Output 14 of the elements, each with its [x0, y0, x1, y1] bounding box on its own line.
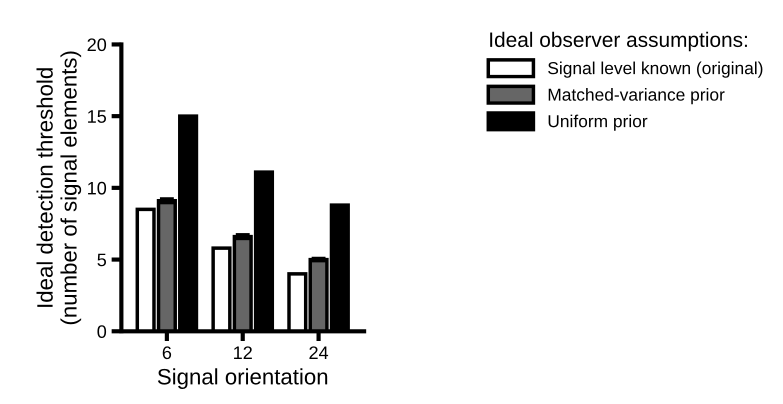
y-tick-label: 15: [88, 110, 106, 123]
y-tick-label: 0: [97, 325, 106, 338]
legend-label: Signal level known (original): [548, 62, 762, 78]
y-tick-label: 10: [88, 182, 106, 195]
y-tick-label: 5: [97, 254, 106, 266]
legend-title: Ideal observer assumptions:: [490, 32, 747, 52]
x-tick-label: 6: [162, 346, 172, 360]
x-tick-label: 24: [309, 346, 328, 359]
x-tick-label: 12: [234, 346, 252, 359]
x-axis-title: Signal orientation: [158, 368, 328, 389]
y-tick-label: 20: [88, 38, 106, 52]
legend-label: Matched-variance prior: [548, 88, 725, 104]
y-axis-title: Ideal detection threshold (number of signal elements): [36, 52, 82, 324]
legend-label: Uniform prior: [548, 114, 648, 131]
